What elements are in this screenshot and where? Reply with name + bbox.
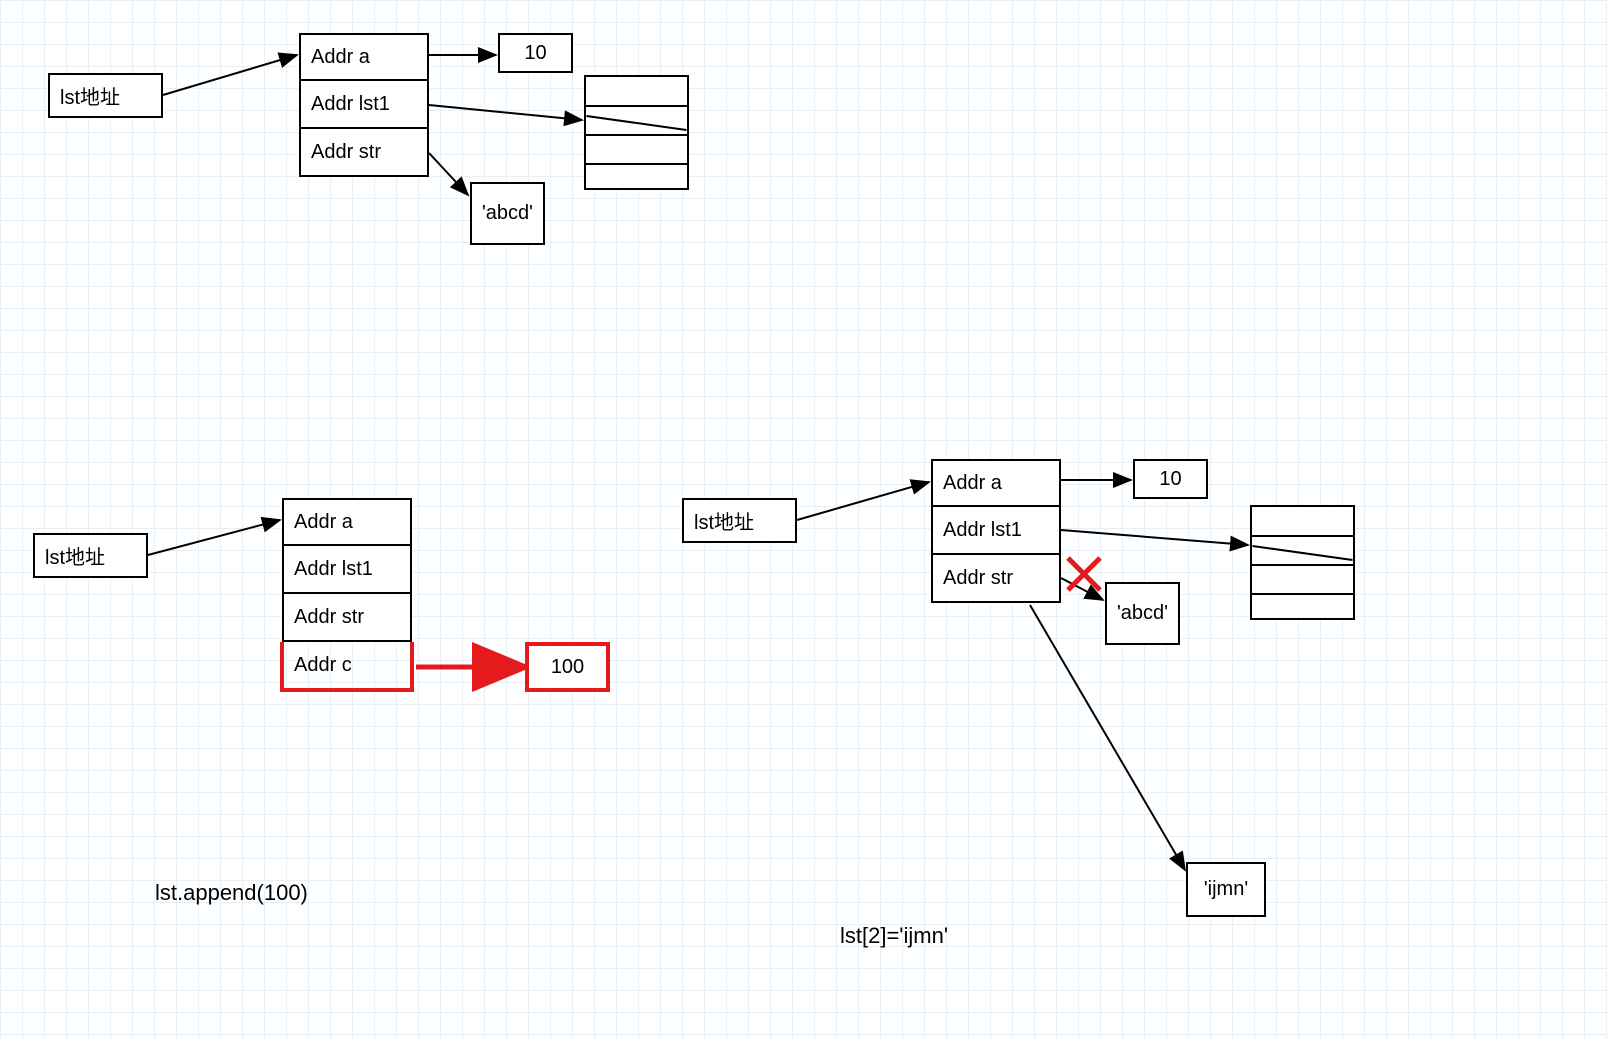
lst-label: lst地址: [60, 81, 120, 110]
addr-label: Addr a: [294, 511, 353, 534]
addr-label: Addr lst1: [294, 558, 373, 581]
addr-label: Addr a: [943, 472, 1002, 495]
addr-cell: Addr str: [931, 555, 1061, 603]
addr-cell: Addr a: [931, 459, 1061, 507]
value-ijmn: 'ijmn': [1186, 862, 1266, 917]
caption-bl: lst.append(100): [155, 880, 308, 906]
value-100: 100: [525, 642, 610, 692]
addr-label: Addr str: [311, 141, 381, 164]
lst-box-top: lst地址: [48, 73, 163, 118]
addr-label: Addr lst1: [311, 93, 390, 116]
addr-c-cell: Addr c: [280, 642, 414, 692]
addr-label: Addr c: [294, 654, 352, 677]
stack-br: [1250, 505, 1355, 620]
lst-label: lst地址: [694, 506, 754, 535]
value-abcd-br: 'abcd': [1105, 582, 1180, 645]
lst-box-br: lst地址: [682, 498, 797, 543]
addr-cell: Addr str: [299, 129, 429, 177]
value-label: 'abcd': [1117, 602, 1168, 625]
addr-label: Addr lst1: [943, 519, 1022, 542]
addr-label: Addr str: [943, 567, 1013, 590]
addr-cell: Addr a: [299, 33, 429, 81]
stack-top: [584, 75, 689, 190]
value-10-br: 10: [1133, 459, 1208, 499]
value-label: 10: [1159, 468, 1181, 491]
caption-text: lst[2]='ijmn': [840, 923, 948, 948]
value-label: 100: [551, 656, 584, 679]
addr-cell: Addr a: [282, 498, 412, 546]
value-abcd-top: 'abcd': [470, 182, 545, 245]
value-label: 'ijmn': [1204, 878, 1248, 901]
addr-cell: Addr str: [282, 594, 412, 642]
addr-cell: Addr lst1: [282, 546, 412, 594]
value-label: 'abcd': [482, 202, 533, 225]
addr-cell: Addr lst1: [299, 81, 429, 129]
lst-box-bl: lst地址: [33, 533, 148, 578]
lst-label: lst地址: [45, 541, 105, 570]
value-10-top: 10: [498, 33, 573, 73]
addr-cell: Addr lst1: [931, 507, 1061, 555]
value-label: 10: [524, 42, 546, 65]
addr-label: Addr a: [311, 46, 370, 69]
addr-label: Addr str: [294, 606, 364, 629]
caption-br: lst[2]='ijmn': [840, 923, 948, 949]
caption-text: lst.append(100): [155, 880, 308, 905]
